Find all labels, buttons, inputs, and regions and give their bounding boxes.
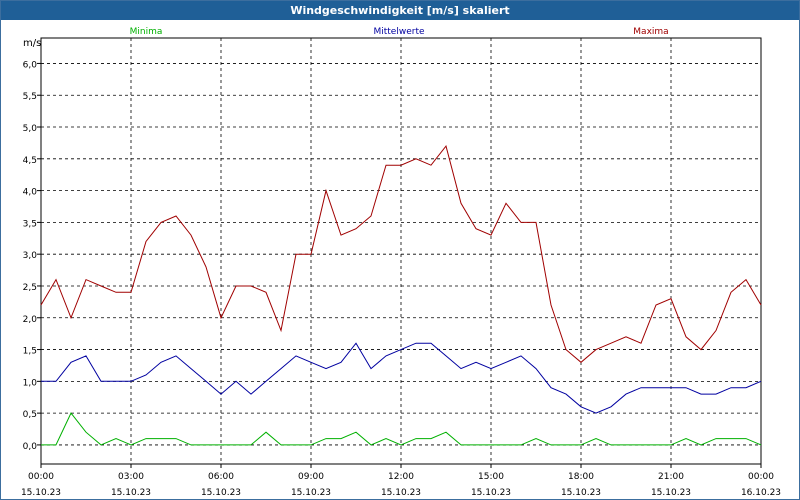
y-tick-label: 5,5	[23, 92, 37, 102]
x-tick-date: 15.10.23	[21, 488, 61, 498]
x-tick-time: 00:00	[28, 472, 54, 482]
x-tick-date: 15.10.23	[471, 488, 511, 498]
y-tick-label: 4,0	[23, 188, 38, 198]
y-tick-label: 1,5	[23, 347, 37, 357]
series-line-maxima	[40, 144, 762, 363]
x-tick-date: 15.10.23	[291, 488, 331, 498]
x-tick-time: 12:00	[388, 472, 414, 482]
y-tick-label: 2,5	[23, 283, 37, 293]
y-tick-label: 3,0	[23, 251, 38, 261]
series-group	[40, 144, 762, 446]
y-tick-label: 6,0	[23, 60, 38, 70]
y-tick-label: 1,0	[23, 378, 38, 388]
y-tick-label: 3,5	[23, 219, 37, 229]
x-tick-time: 03:00	[118, 472, 144, 482]
x-tick-date: 15.10.23	[111, 488, 151, 498]
legend-label-mittel: Mittelwerte	[373, 27, 424, 37]
x-tick-time: 06:00	[208, 472, 234, 482]
axes: m/s 0,0 0,5 1,0 1,5 2,0 2,5 3,0 3,5 4,0 4,5 5,0 5,5…	[21, 38, 781, 498]
y-tick-label: 0,5	[23, 410, 37, 420]
x-tick-time: 15:00	[478, 472, 504, 482]
legend: Minima Mittelwerte Maxima	[130, 27, 669, 37]
x-tick-date: 15.10.23	[381, 488, 421, 498]
line-chart: m/s 0,0 0,5 1,0 1,5 2,0 2,5 3,0 3,5 4,0 4,5 5,0 5,5…	[21, 27, 781, 498]
x-tick-time: 21:00	[658, 472, 684, 482]
x-tick-time: 09:00	[298, 472, 324, 482]
y-tick-label: 5,0	[23, 124, 38, 134]
x-tick-time: 18:00	[568, 472, 594, 482]
y-tick-label: 0,0	[23, 442, 38, 452]
grid	[41, 38, 761, 464]
y-axis-unit: m/s	[23, 38, 41, 49]
y-tick-label: 4,5	[23, 156, 37, 166]
y-tick-label: 2,0	[23, 315, 38, 325]
x-tick-time: 00:00	[748, 472, 774, 482]
x-tick-date: 15.10.23	[561, 488, 601, 498]
x-tick-date: 15.10.23	[201, 488, 241, 498]
legend-label-minima: Minima	[130, 27, 163, 37]
series-line-minima	[41, 412, 762, 446]
legend-label-maxima: Maxima	[633, 27, 668, 37]
x-tick-date: 16.10.23	[741, 488, 781, 498]
series-line-mittel	[41, 342, 762, 414]
x-tick-date: 15.10.23	[651, 488, 691, 498]
window-title: Windgeschwindigkeit [m/s] skaliert	[1, 1, 799, 20]
